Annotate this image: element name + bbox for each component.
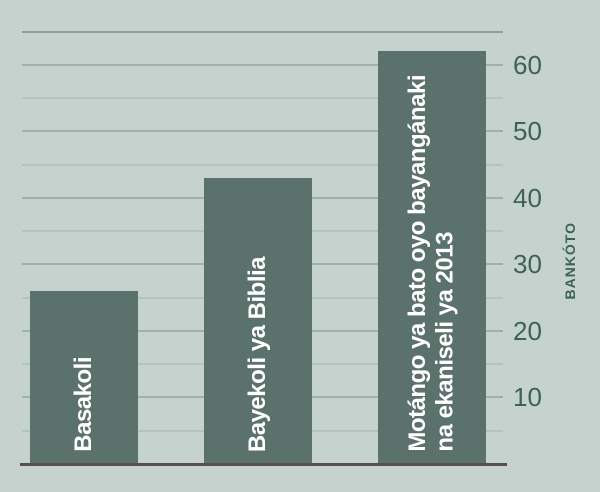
bar-label: Motángo ya bato oyo bayangánaki na ekanis… [404, 75, 459, 452]
chart-bar: Bayekoli ya Biblia [204, 177, 312, 464]
bar-label-line: Basakoli [70, 357, 98, 452]
bar-label: Bayekoli ya Biblia [244, 257, 272, 452]
x-axis-baseline [20, 463, 507, 466]
bar-label-line: Motángo ya bato oyo bayangánaki [404, 75, 432, 452]
gridline-minor-55 [22, 97, 503, 100]
bar-label-line: Bayekoli ya Biblia [244, 256, 272, 452]
y-axis-tick-label: 50 [513, 116, 542, 147]
chart-bar: Motángo ya bato oyo bayangánaki na ekanis… [378, 51, 486, 464]
gridline-major-60 [22, 63, 503, 66]
y-axis-unit-label: BANKÓTO [562, 222, 578, 300]
plot-top-border [22, 30, 503, 33]
bar-label-line: na ekaniseli ya 2013 [432, 232, 459, 452]
bar-label: Basakoli [70, 357, 98, 452]
chart-bar: Basakoli [30, 291, 138, 464]
gridline-major-50 [22, 130, 503, 133]
gridline-minor-45 [22, 163, 503, 166]
y-axis-tick-label: 40 [513, 182, 542, 213]
y-axis-tick-label: 60 [513, 49, 542, 80]
y-axis-tick-label: 30 [513, 249, 542, 280]
y-axis-tick-label: 10 [513, 382, 542, 413]
y-axis-tick-label: 20 [513, 315, 542, 346]
